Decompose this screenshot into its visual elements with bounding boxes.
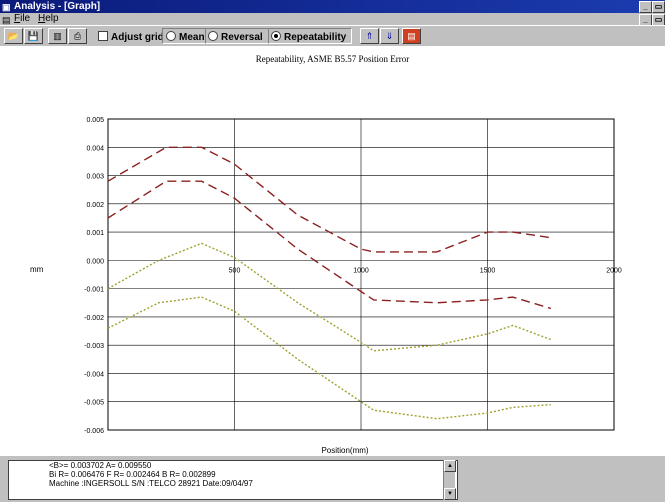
y-tick-label: -0.004 (84, 371, 104, 378)
menu-bar: ▤ File Help _ ▭ (0, 13, 665, 25)
window-title: Analysis - [Graph] (14, 0, 100, 13)
status-line-1: <B>= 0.003702 A= 0.009550 (9, 461, 457, 470)
y-tick-label: 0.004 (86, 145, 104, 152)
series-line-3 (108, 243, 551, 350)
y-tick-label: 0.003 (86, 174, 104, 181)
open-icon[interactable]: 📂 (4, 28, 23, 44)
graph-panel: Repeatability, ASME B5.57 Position Error… (0, 46, 665, 456)
toolbar: 📂 💾 ▥ ⎙ Adjust grid Mean Reversal Repeat… (0, 25, 665, 47)
y-tick-label: -0.003 (84, 343, 104, 350)
chart-svg: mm Position(mm) 0.005 0.004 0.003 0.002 0.00… (0, 46, 665, 456)
scroll-up-icon[interactable]: ▲ (444, 460, 456, 472)
reversal-label: Reversal (221, 32, 263, 43)
mean-radio[interactable]: Mean (166, 31, 205, 43)
title-bar: ▣ Analysis - [Graph] _ ▭ (0, 0, 665, 13)
scroll-down-icon[interactable]: ▼ (444, 488, 456, 500)
save-icon[interactable]: 💾 (24, 28, 43, 44)
x-tick-label: 2000 (606, 267, 622, 274)
repeatability-radio[interactable]: Repeatability (271, 31, 346, 43)
down-arrow-icon[interactable]: ⇓ (380, 28, 399, 44)
radio-repeatability[interactable] (271, 31, 281, 41)
status-line-2: Bi R= 0.006476 F R= 0.002464 B R= 0.0028… (9, 470, 457, 479)
up-arrow-icon[interactable]: ⇑ (360, 28, 379, 44)
series-line-1 (108, 147, 551, 252)
menu-help[interactable]: Help (38, 13, 59, 25)
restore-button[interactable]: ▭ (652, 1, 665, 13)
status-line-3: Machine :INGERSOLL S/N :TELCO 28921 Date… (9, 479, 457, 488)
adjust-grid-label: Adjust grid (111, 32, 164, 43)
export-icon[interactable]: ▤ (402, 28, 421, 44)
y-tick-label: -0.002 (84, 315, 104, 322)
x-axis-label: Position(mm) (321, 446, 368, 455)
series-line-2 (108, 181, 551, 308)
y-tick-label: 0.002 (86, 202, 104, 209)
chart-icon[interactable]: ▥ (48, 28, 67, 44)
x-tick-label: 1000 (353, 267, 369, 274)
y-tick-label: 0.001 (86, 230, 104, 237)
y-tick-label: -0.006 (84, 428, 104, 435)
print-icon[interactable]: ⎙ (68, 28, 87, 44)
status-panel: <B>= 0.003702 A= 0.009550 Bi R= 0.006476… (8, 460, 458, 500)
y-tick-label: 0.005 (86, 117, 104, 124)
repeatability-label: Repeatability (284, 32, 346, 43)
radio-reversal[interactable] (208, 31, 218, 41)
reversal-radio[interactable]: Reversal (208, 31, 263, 43)
menu-file[interactable]: File (14, 13, 30, 25)
x-tick-label: 1500 (480, 267, 496, 274)
status-scrollbar[interactable]: ▲ ▼ (443, 460, 455, 500)
app-icon[interactable]: ▣ (2, 1, 12, 11)
y-tick-label: 0.000 (86, 258, 104, 265)
radio-mean[interactable] (166, 31, 176, 41)
y-tick-label: -0.005 (84, 400, 104, 407)
checkbox-box[interactable] (98, 31, 108, 41)
adjust-grid-checkbox[interactable]: Adjust grid (98, 31, 164, 43)
x-tick-label: 500 (229, 267, 241, 274)
series-line-4 (108, 297, 551, 419)
mean-label: Mean (179, 32, 205, 43)
y-tick-label: -0.001 (84, 287, 104, 294)
y-axis-label: mm (30, 265, 44, 274)
minimize-button[interactable]: _ (639, 1, 652, 13)
